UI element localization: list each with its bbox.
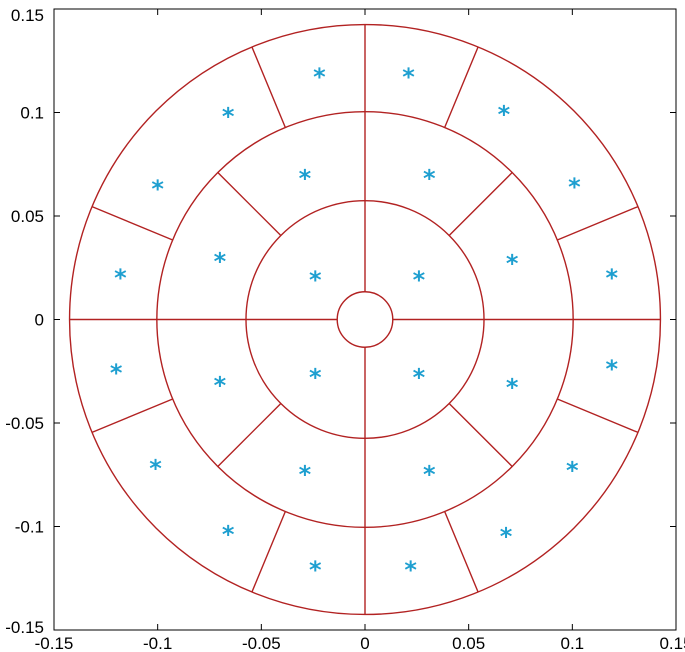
radial-line	[91, 205, 173, 241]
data-point: *	[110, 359, 123, 387]
data-point: *	[605, 264, 618, 292]
axis-ticks	[53, 8, 677, 631]
y-tick-label: 0.1	[20, 104, 44, 123]
x-tick-label: 0.1	[561, 634, 585, 652]
data-point: *	[566, 456, 579, 484]
data-point: *	[214, 372, 227, 400]
circle-ring-1	[336, 291, 394, 348]
data-point: *	[506, 249, 519, 277]
radial-line	[557, 398, 639, 434]
x-tick-label: 0.15	[659, 634, 685, 652]
data-point: *	[222, 102, 235, 130]
y-tick-label: -0.15	[5, 618, 44, 637]
x-tick-label: 0	[360, 634, 369, 652]
plot-area: * * * * * * * * * * * * * * * * * * * * * * * * * * * *	[68, 23, 662, 616]
data-point: *	[151, 175, 164, 203]
data-point: *	[299, 165, 312, 193]
radial-line	[251, 46, 286, 128]
radial-line	[444, 511, 479, 593]
x-tick-label: -0.05	[242, 634, 281, 652]
data-point: *	[214, 247, 227, 275]
y-tick-label: -0.05	[5, 414, 44, 433]
data-point: *	[423, 165, 436, 193]
data-point: *	[413, 266, 426, 294]
data-point: *	[309, 266, 322, 294]
radial-line	[448, 172, 513, 236]
axis-tick-labels: -0.15 -0.1 -0.05 0 0.05 0.1 0.15 0.15 0.1 0.05 0 -0…	[5, 6, 685, 652]
x-tick-label: -0.1	[143, 634, 172, 652]
data-point: *	[423, 461, 436, 489]
data-point: *	[500, 523, 513, 551]
data-point: *	[404, 556, 417, 584]
data-point: *	[568, 173, 581, 201]
data-point: *	[114, 264, 127, 292]
data-point: *	[402, 63, 415, 91]
data-point: *	[309, 556, 322, 584]
y-tick-label: 0	[35, 311, 44, 330]
data-point: *	[149, 454, 162, 482]
data-point: *	[605, 355, 618, 383]
data-point: *	[413, 363, 426, 391]
data-point: *	[313, 63, 326, 91]
data-point: *	[222, 521, 235, 549]
data-point: *	[506, 374, 519, 402]
radial-line	[557, 205, 639, 241]
radial-line	[444, 46, 479, 128]
data-point: *	[309, 363, 322, 391]
radial-line	[91, 398, 173, 434]
radial-line	[448, 403, 513, 467]
x-tick-label: -0.15	[35, 634, 74, 652]
radial-line	[251, 511, 286, 593]
y-tick-label: 0.15	[11, 6, 44, 25]
x-tick-label: 0.05	[452, 634, 485, 652]
radial-line	[217, 172, 282, 236]
y-tick-label: 0.05	[11, 207, 44, 226]
y-tick-label: -0.1	[15, 518, 44, 537]
data-point: *	[299, 461, 312, 489]
data-point: *	[498, 100, 511, 128]
radial-line	[217, 403, 282, 467]
